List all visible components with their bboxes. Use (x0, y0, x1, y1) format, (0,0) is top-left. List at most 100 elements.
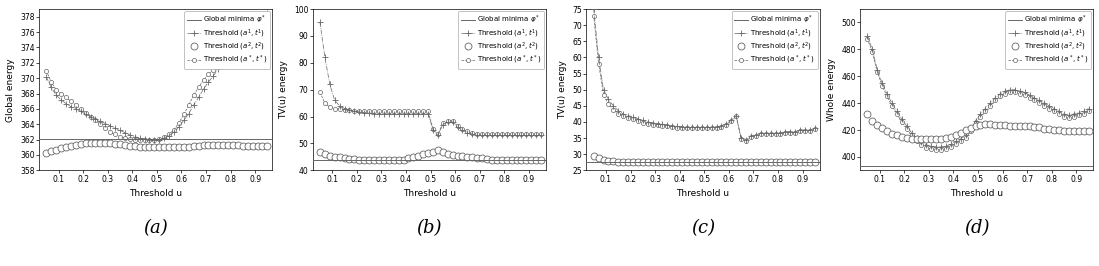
Line: Threshold $(a^2,t^2)$: Threshold $(a^2,t^2)$ (864, 110, 1092, 143)
Threshold $(a^2,t^2)$ (173, 146, 186, 149)
Threshold $(a^2,t^2)$ (764, 161, 777, 164)
Threshold $(a^2,t^2)$ (964, 126, 977, 130)
Threshold $(a^2,t^2)$ (998, 124, 1011, 127)
Legend: Global minima $\varphi^*$, Threshold $(a^1,t^1)$, Threshold $(a^2,t^2)$, Thresho: Global minima $\varphi^*$, Threshold $(a… (185, 11, 270, 69)
Threshold $(a^2,t^2)$ (1063, 130, 1076, 133)
Threshold $(a^2,t^2)$ (740, 161, 753, 164)
Threshold $(a^1,t^1)$ (197, 87, 210, 90)
Threshold $(a^1,t^1)$ (412, 112, 425, 115)
Threshold $(a^*,t^*)$ (187, 93, 200, 97)
Threshold $(a^1,t^1)$ (55, 98, 68, 101)
Threshold $(a^1,t^1)$ (934, 145, 947, 148)
Threshold $(a^1,t^1)$ (207, 74, 220, 77)
Threshold $(a^*,t^*)$ (740, 139, 753, 142)
Threshold $(a^*,t^*)$ (45, 80, 58, 84)
Threshold $(a^*,t^*)$ (680, 127, 693, 130)
Threshold $(a^1,t^1)$ (979, 107, 992, 110)
Threshold $(a^2,t^2)$ (377, 158, 390, 161)
Threshold $(a^2,t^2)$ (1067, 130, 1080, 133)
Threshold $(a^1,t^1)$ (89, 117, 102, 120)
Threshold $(a^1,t^1)$ (319, 56, 332, 59)
Threshold $(a^*,t^*)$ (866, 51, 879, 54)
Threshold $(a^1,t^1)$ (417, 112, 430, 115)
Threshold $(a^2,t^2)$ (241, 144, 254, 147)
Threshold $(a^1,t^1)$ (246, 27, 259, 31)
Threshold $(a^1,t^1)$ (173, 125, 186, 128)
Threshold $(a^2,t^2)$ (622, 161, 635, 164)
Threshold $(a^2,t^2)$ (524, 158, 537, 161)
Threshold $(a^2,t^2)$ (143, 146, 156, 149)
Threshold $(a^1,t^1)$ (754, 132, 767, 135)
Threshold $(a^*,t^*)$ (490, 132, 503, 136)
Threshold $(a^1,t^1)$ (333, 104, 346, 107)
Threshold $(a^*,t^*)$ (774, 133, 787, 136)
Threshold $(a^*,t^*)$ (1028, 99, 1041, 102)
Threshold $(a^2,t^2)$ (744, 161, 757, 164)
Threshold $(a^1,t^1)$ (622, 114, 635, 117)
Text: (c): (c) (691, 219, 715, 237)
Threshold $(a^2,t^2)$ (74, 143, 87, 146)
Threshold $(a^*,t^*)$ (597, 93, 610, 96)
Threshold $(a^*,t^*)$ (460, 130, 474, 133)
Threshold $(a^2,t^2)$ (1073, 130, 1086, 133)
Threshold $(a^2,t^2)$ (441, 153, 454, 156)
Threshold $(a^2,t^2)$ (45, 149, 58, 153)
Threshold $(a^1,t^1)$ (626, 115, 640, 119)
Threshold $(a^*,t^*)$ (456, 127, 469, 130)
Threshold $(a^*,t^*)$ (338, 108, 352, 111)
Threshold $(a^2,t^2)$ (520, 158, 533, 161)
Threshold $(a^*,t^*)$ (964, 130, 977, 133)
Threshold $(a^1,t^1)$ (706, 126, 719, 129)
Threshold $(a^2,t^2)$ (153, 146, 166, 149)
Threshold $(a^2,t^2)$ (387, 158, 400, 161)
Threshold $(a^2,t^2)$ (412, 154, 425, 157)
Threshold $(a^*,t^*)$ (153, 137, 166, 140)
Threshold $(a^2,t^2)$ (1023, 124, 1036, 128)
Threshold $(a^*,t^*)$ (451, 124, 464, 128)
Threshold $(a^*,t^*)$ (998, 92, 1011, 95)
Line: Threshold $(a^2,t^2)$: Threshold $(a^2,t^2)$ (317, 147, 545, 163)
Threshold $(a^1,t^1)$ (446, 120, 459, 124)
Threshold $(a^*,t^*)$ (217, 57, 230, 61)
Threshold $(a^*,t^*)$ (969, 122, 983, 125)
Threshold $(a^1,t^1)$ (329, 99, 342, 102)
Threshold $(a^1,t^1)$ (1053, 110, 1066, 113)
Threshold $(a^*,t^*)$ (876, 84, 889, 87)
Threshold $(a^*,t^*)$ (197, 78, 210, 81)
Threshold $(a^1,t^1)$ (520, 134, 533, 137)
Threshold $(a^1,t^1)$ (690, 126, 703, 129)
Threshold $(a^*,t^*)$ (236, 37, 249, 40)
Threshold $(a^*,t^*)$ (138, 138, 152, 141)
Threshold $(a^2,t^2)$ (192, 144, 206, 147)
Threshold $(a^*,t^*)$ (602, 103, 615, 106)
Threshold $(a^*,t^*)$ (367, 110, 380, 113)
Threshold $(a^2,t^2)$ (1047, 128, 1061, 132)
Threshold $(a^1,t^1)$ (347, 110, 360, 113)
Text: (a): (a) (143, 219, 168, 237)
Threshold $(a^1,t^1)$ (470, 134, 484, 137)
Threshold $(a^2,t^2)$ (1077, 130, 1090, 133)
Threshold $(a^1,t^1)$ (480, 134, 493, 137)
Threshold $(a^*,t^*)$ (496, 132, 509, 136)
Threshold $(a^*,t^*)$ (670, 126, 684, 129)
Threshold $(a^*,t^*)$ (417, 110, 430, 113)
Threshold $(a^1,t^1)$ (1067, 112, 1080, 115)
Threshold $(a^2,t^2)$ (706, 161, 719, 164)
Threshold $(a^2,t^2)$ (784, 161, 797, 164)
Threshold $(a^2,t^2)$ (984, 122, 997, 126)
Threshold $(a^*,t^*)$ (363, 110, 376, 113)
Threshold $(a^1,t^1)$ (759, 132, 773, 135)
Threshold $(a^1,t^1)$ (138, 137, 152, 140)
Threshold $(a^1,t^1)$ (84, 115, 97, 118)
Threshold $(a^2,t^2)$ (319, 153, 332, 156)
Threshold $(a^2,t^2)$ (690, 161, 703, 164)
Threshold $(a^2,t^2)$ (397, 158, 410, 161)
Threshold $(a^2,t^2)$ (466, 156, 479, 159)
Threshold $(a^*,t^*)$ (744, 136, 757, 139)
Threshold $(a^1,t^1)$ (910, 136, 923, 140)
Threshold $(a^1,t^1)$ (730, 114, 743, 117)
Threshold $(a^*,t^*)$ (260, 14, 274, 17)
Threshold $(a^2,t^2)$ (592, 156, 606, 160)
Threshold $(a^2,t^2)$ (720, 161, 733, 164)
Threshold $(a^2,t^2)$ (55, 147, 68, 150)
